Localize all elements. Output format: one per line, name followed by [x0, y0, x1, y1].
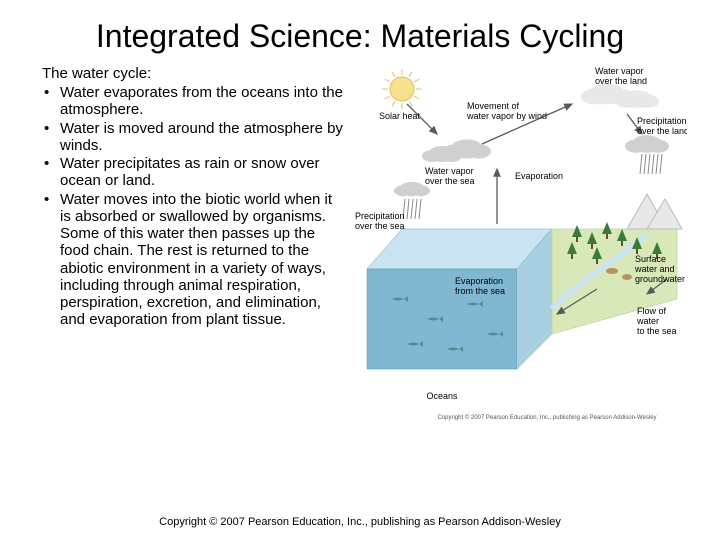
svg-text:Oceans: Oceans — [426, 391, 458, 401]
svg-text:Copyright © 2007 Pearson Educa: Copyright © 2007 Pearson Education, Inc.… — [437, 414, 656, 421]
svg-text:Flow ofwaterto the sea: Flow ofwaterto the sea — [636, 306, 677, 336]
slide: Integrated Science: Materials Cycling Th… — [0, 0, 720, 540]
svg-text:Surfacewater andgroundwater: Surfacewater andgroundwater — [634, 254, 685, 284]
svg-text:Precipitationover the land: Precipitationover the land — [637, 116, 687, 136]
intro-text: The water cycle: — [42, 65, 347, 82]
text-column: The water cycle: Water evaporates from t… — [42, 65, 347, 330]
svg-text:Water vaporover the sea: Water vaporover the sea — [425, 166, 475, 186]
svg-text:Evaporation: Evaporation — [515, 171, 563, 181]
page-title: Integrated Science: Materials Cycling — [0, 0, 720, 65]
list-item: Water precipitates as rain or snow over … — [42, 155, 347, 190]
list-item: Water is moved around the atmosphere by … — [42, 120, 347, 155]
diagram-column: Solar heat Water vaporover the land Moveme… — [347, 65, 690, 425]
svg-text:Evaporation from the sea: Evaporation from the sea — [455, 276, 506, 296]
water-cycle-diagram: Solar heat Water vaporover the land Moveme… — [347, 59, 687, 429]
bullet-list: Water evaporates from the oceans into th… — [42, 84, 347, 329]
svg-text:Water vaporover the land: Water vaporover the land — [595, 66, 647, 86]
list-item: Water evaporates from the oceans into th… — [42, 84, 347, 119]
svg-text:Solar heat: Solar heat — [379, 111, 421, 121]
content-row: The water cycle: Water evaporates from t… — [0, 65, 720, 425]
footer-copyright: Copyright © 2007 Pearson Education, Inc.… — [0, 516, 720, 528]
list-item: Water moves into the biotic world when i… — [42, 191, 347, 329]
svg-text:Precipitationover the sea: Precipitationover the sea — [355, 211, 405, 231]
svg-text:Movement of water vapor by win: Movement of water vapor by wind — [466, 101, 547, 121]
